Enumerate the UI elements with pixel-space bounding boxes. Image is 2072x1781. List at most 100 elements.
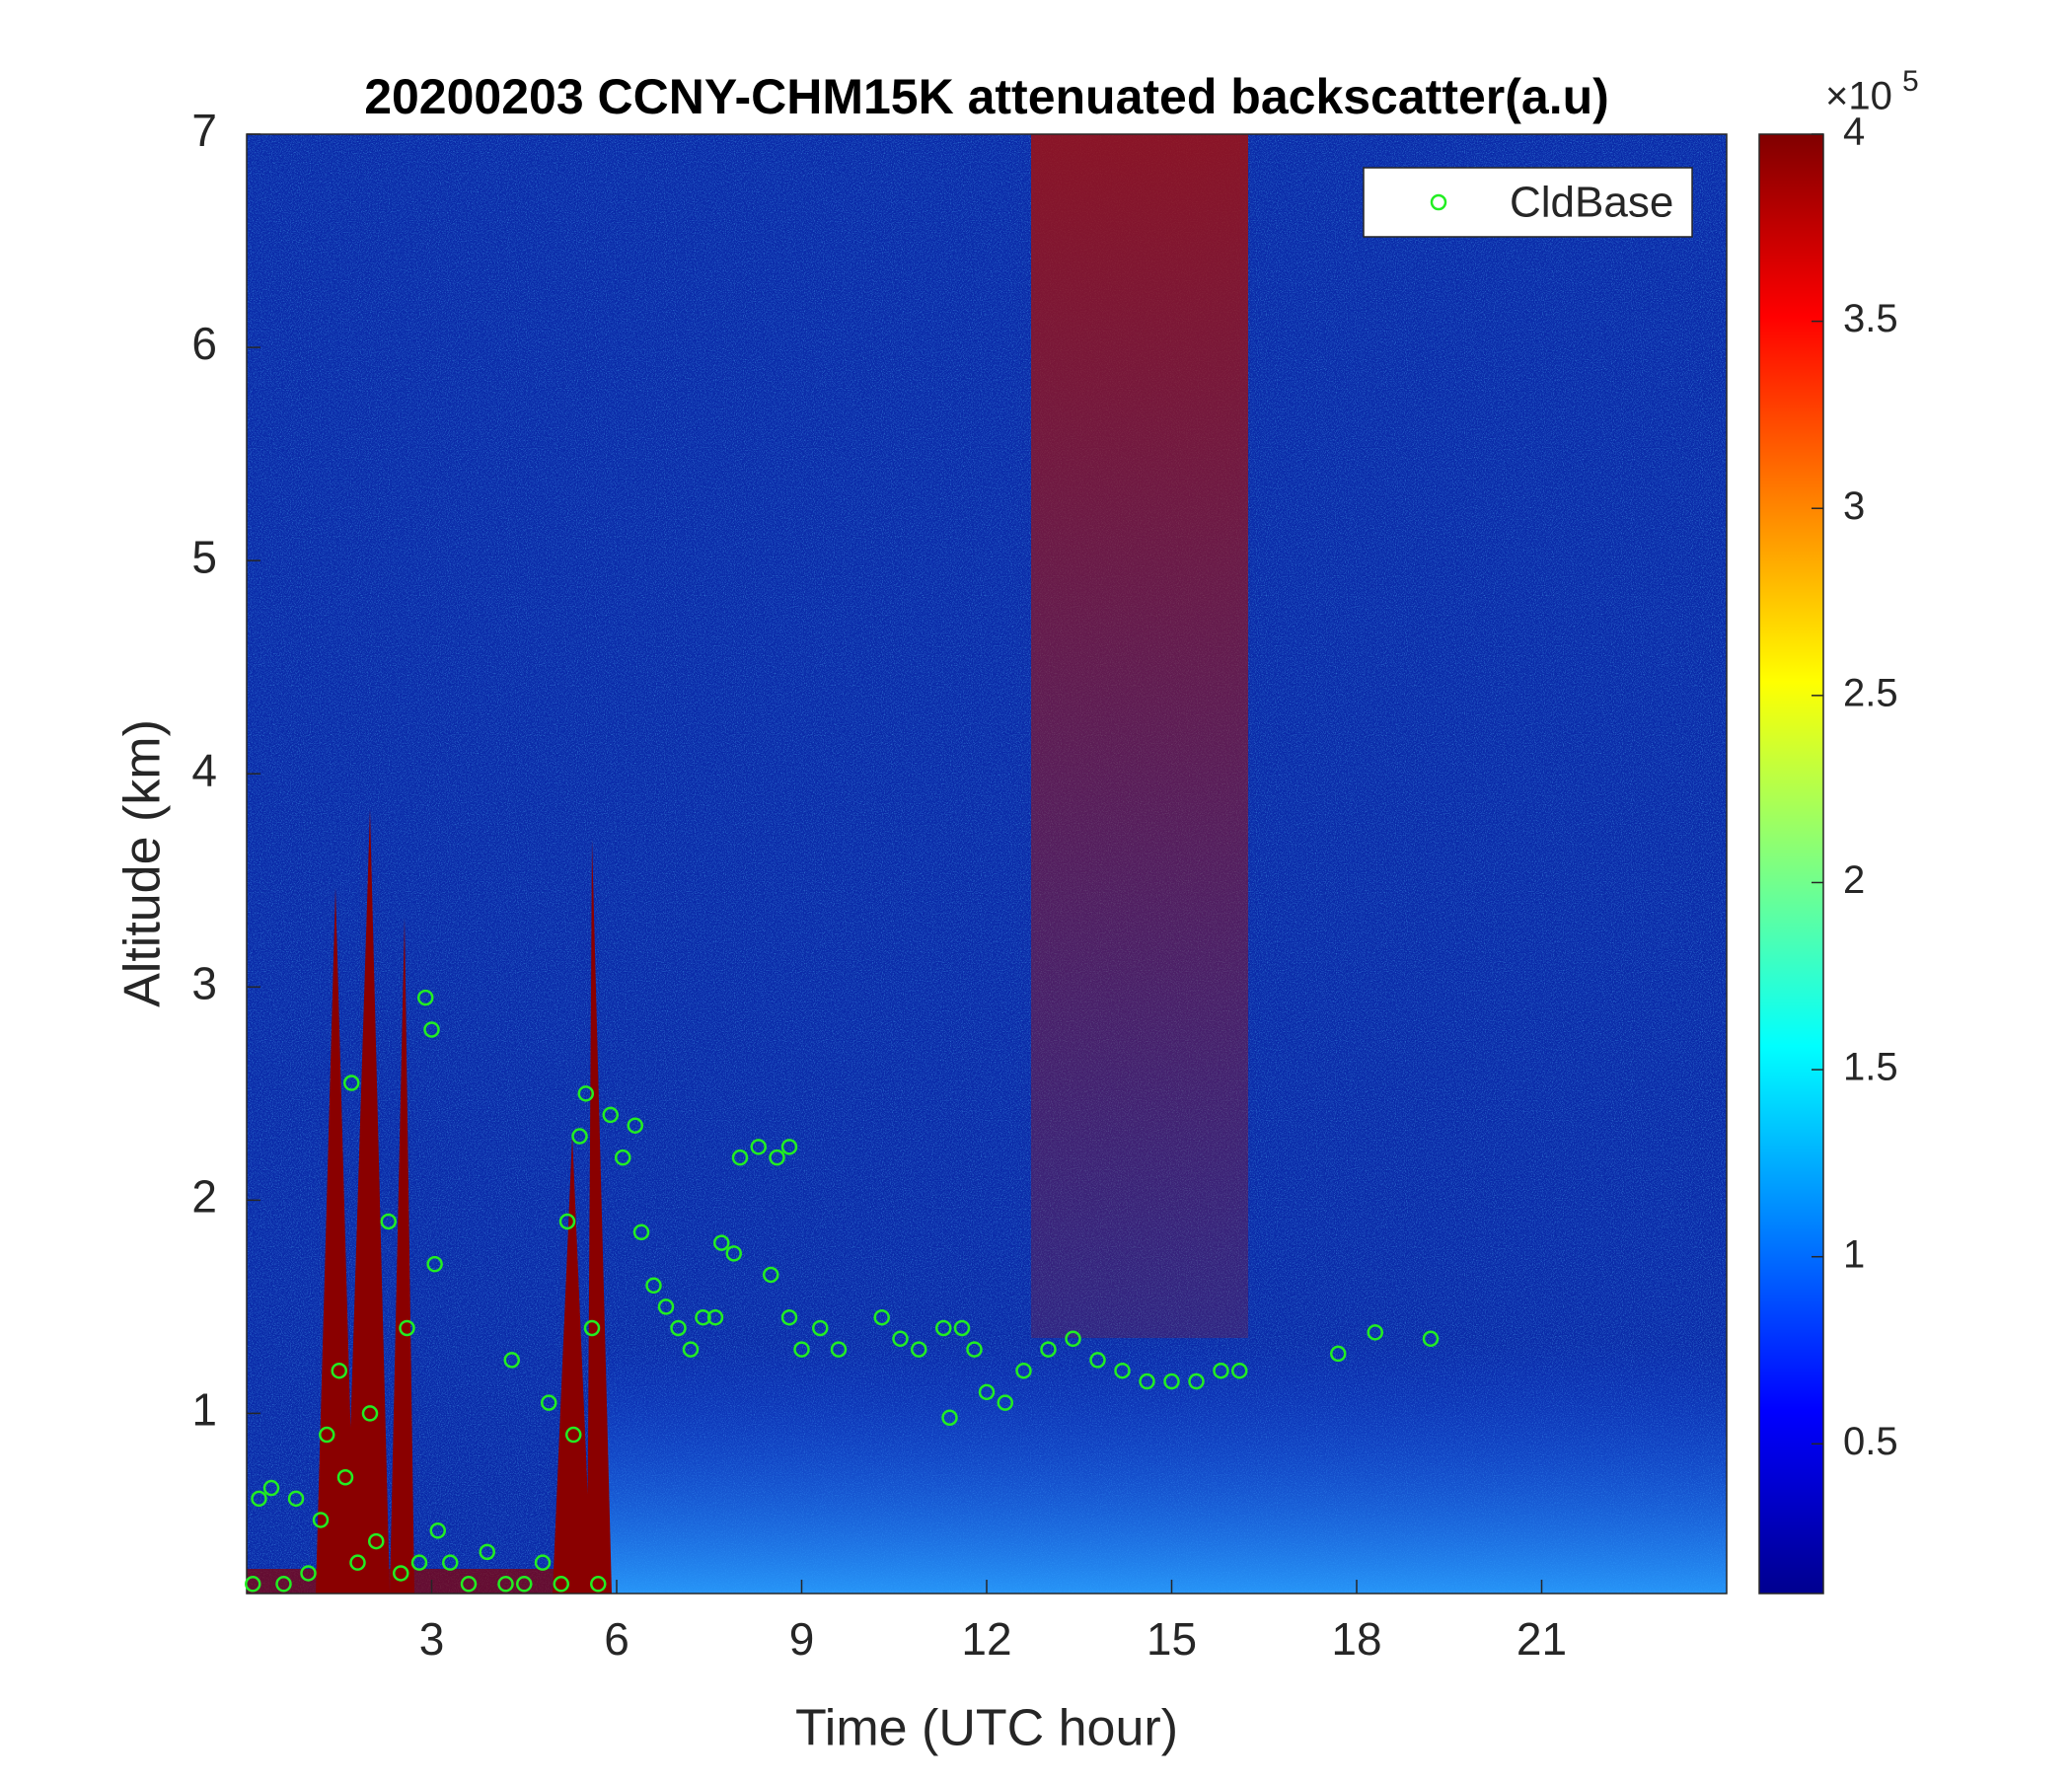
cloud-base-point <box>393 1565 409 1582</box>
cloud-base-point <box>429 1522 446 1539</box>
colorbar <box>1758 133 1824 1595</box>
cloud-base-point <box>812 1319 829 1337</box>
colorbar-tick-label: 3 <box>1843 484 1865 528</box>
cloud-base-point <box>1114 1362 1131 1379</box>
y-tick-label: 2 <box>191 1171 217 1223</box>
cloud-base-point <box>479 1543 495 1561</box>
cloud-base-point <box>1139 1373 1155 1390</box>
colorbar-tick-label: 3.5 <box>1843 297 1898 340</box>
cloud-base-point <box>632 1224 650 1241</box>
x-tick-label: 18 <box>1331 1613 1381 1665</box>
cloud-base-point <box>577 1085 594 1102</box>
cloud-base-point <box>682 1341 700 1358</box>
cloud-base-point <box>1015 1362 1032 1379</box>
cloud-base-point <box>565 1426 582 1444</box>
cloud-base-point <box>892 1330 909 1348</box>
cloud-base-point <box>534 1554 552 1571</box>
cloud-base-point <box>763 1266 779 1284</box>
legend: CldBase <box>1363 167 1693 238</box>
colorbar-tick-label: 0.5 <box>1843 1420 1898 1463</box>
cloud-base-point <box>368 1532 385 1550</box>
cloud-base-point <box>541 1394 557 1411</box>
cloud-base-point <box>251 1490 267 1508</box>
cloud-base-point <box>275 1576 292 1593</box>
colorbar-exponent: 5 <box>1902 65 1919 98</box>
cloud-base-point <box>695 1308 711 1326</box>
cloud-base-point <box>615 1149 631 1166</box>
cloud-base-point <box>380 1213 397 1230</box>
heatmap <box>247 134 1727 1594</box>
cloud-base-point <box>423 1021 440 1038</box>
cloud-base-point <box>935 1319 952 1337</box>
cloud-base-point <box>553 1576 569 1593</box>
cloud-base-point <box>336 1468 354 1486</box>
colorbar-multiplier: ×10 <box>1825 75 1892 118</box>
cloud-base-point <box>941 1409 958 1426</box>
cloud-base-point <box>410 1554 428 1571</box>
cloud-base-point <box>245 1576 261 1593</box>
cloud-base-point <box>706 1308 724 1326</box>
cloud-base-point <box>793 1341 810 1358</box>
y-tick-label: 7 <box>191 105 217 156</box>
cloud-base-point <box>312 1512 330 1528</box>
colorbar-tick-label: 4 <box>1843 111 1865 154</box>
cloud-base-point <box>426 1255 443 1273</box>
colorbar-tick-label: 2 <box>1843 858 1865 902</box>
x-tick-label: 12 <box>961 1613 1011 1665</box>
cloud-base-point <box>1188 1373 1205 1390</box>
cloud-base-point <box>361 1405 379 1422</box>
cloud-base-point <box>516 1576 533 1593</box>
cloud-base-point <box>399 1319 415 1337</box>
cloud-base-point <box>725 1245 742 1262</box>
cloud-base-point <box>657 1299 675 1315</box>
cloud-base-point <box>1089 1352 1106 1369</box>
colorbar-tick-label: 1.5 <box>1843 1046 1898 1089</box>
cloud-base-point <box>300 1565 317 1582</box>
x-axis-label: Time (UTC hour) <box>795 1700 1178 1757</box>
cloud-base-point <box>627 1117 643 1134</box>
cloud-base-point <box>873 1308 890 1326</box>
y-tick-label: 3 <box>191 957 217 1008</box>
legend-box <box>1363 167 1693 238</box>
cloud-base-point <box>780 1139 798 1155</box>
chart-title: 20200203 CCNY-CHM15K attenuated backscat… <box>364 69 1609 124</box>
cloud-base-point <box>1213 1362 1229 1379</box>
cloud-base-point <box>713 1234 730 1251</box>
cloud-base-point <box>460 1576 478 1593</box>
cloud-base-point <box>287 1490 305 1508</box>
legend-marker <box>1430 193 1447 211</box>
plot-frame <box>246 133 1728 1595</box>
cloud-base-point <box>602 1106 619 1124</box>
cloud-base-point <box>262 1479 280 1497</box>
legend-label: CldBase <box>1510 179 1673 227</box>
cloud-base-point <box>319 1426 335 1444</box>
y-tick-label: 6 <box>191 318 217 369</box>
cloud-base-point <box>1065 1330 1081 1348</box>
x-tick-label: 3 <box>419 1613 445 1665</box>
cloud-base-point <box>417 989 434 1006</box>
cloud-base-point <box>1231 1362 1248 1379</box>
colorbar-tick-label: 2.5 <box>1843 671 1898 714</box>
cloud-base-point <box>503 1352 520 1369</box>
colorbar-tick-label: 1 <box>1843 1232 1865 1276</box>
cloud-base-point <box>670 1319 687 1337</box>
cloud-base-point <box>997 1394 1013 1411</box>
cloud-base-point <box>343 1075 360 1091</box>
cloud-base-point <box>590 1576 607 1593</box>
y-axis-label: Altitude (km) <box>114 719 172 1007</box>
cloud-base-point <box>769 1149 785 1166</box>
cloud-base-point <box>731 1149 749 1166</box>
cloud-base-point <box>750 1139 767 1155</box>
cloud-base-point <box>497 1576 514 1593</box>
x-tick-label: 15 <box>1147 1613 1197 1665</box>
cloud-base-point <box>349 1554 366 1571</box>
cloud-base-point <box>645 1277 662 1295</box>
cloud-base-point <box>978 1383 996 1401</box>
cloud-base-point <box>331 1362 347 1379</box>
y-tick-label: 1 <box>191 1384 217 1436</box>
cloud-base-point <box>558 1213 576 1230</box>
cloud-base-point <box>830 1341 848 1358</box>
cloud-base-point <box>583 1319 601 1337</box>
